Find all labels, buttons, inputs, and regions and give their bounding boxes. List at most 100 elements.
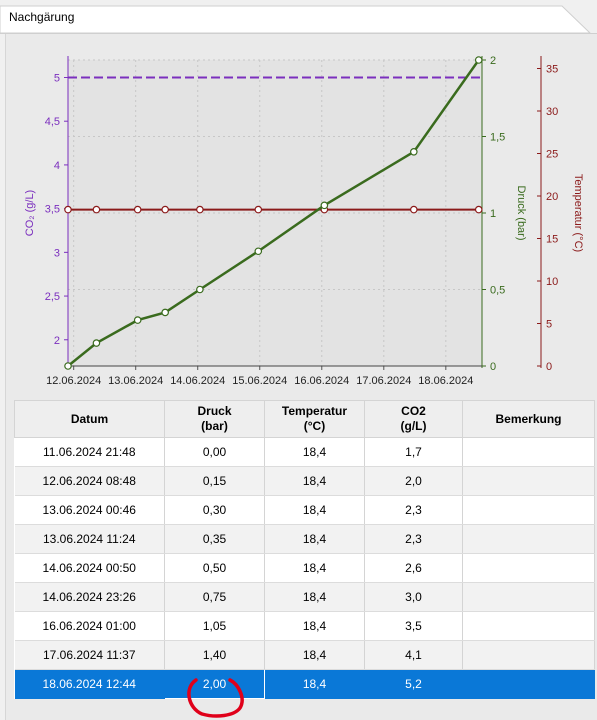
- red-circle-annotation: [187, 678, 244, 718]
- cell-temp[interactable]: 18,4: [264, 553, 365, 583]
- temperatur-tick-label: 5: [546, 319, 552, 331]
- cell-date[interactable]: 14.06.2024 00:50: [14, 553, 165, 583]
- co2-tick-label: 2,5: [45, 291, 60, 303]
- cell-druck[interactable]: 0,00: [164, 437, 265, 467]
- cell-temp[interactable]: 18,4: [264, 524, 365, 554]
- cell-co2[interactable]: 2,0: [364, 466, 463, 496]
- cell-druck[interactable]: 0,75: [164, 582, 265, 612]
- co2-tick-label: 3,5: [45, 204, 60, 216]
- cell-co2[interactable]: 3,5: [364, 611, 463, 641]
- cell-remark[interactable]: [462, 524, 595, 554]
- cell-remark[interactable]: [462, 553, 595, 583]
- table-row[interactable]: 16.06.2024 01:00 1,05 18,4 3,5: [14, 611, 595, 641]
- temperatur-data-point: [161, 205, 169, 214]
- table-row[interactable]: 17.06.2024 11:37 1,40 18,4 4,1: [14, 640, 595, 670]
- table-row[interactable]: 13.06.2024 00:46 0,30 18,4 2,3: [14, 495, 595, 525]
- header-date-label: Datum: [70, 411, 109, 426]
- druck-tick-label: 0,5: [490, 285, 505, 297]
- cell-co2[interactable]: 1,7: [364, 437, 463, 467]
- table-row[interactable]: 11.06.2024 21:48 0,00 18,4 1,7: [14, 437, 595, 467]
- table-row[interactable]: 18.06.2024 12:44 2,00 18,4 5,2: [14, 669, 595, 699]
- table-row[interactable]: 12.06.2024 08:48 0,15 18,4 2,0: [14, 466, 595, 496]
- cell-druck[interactable]: 1,40: [164, 640, 265, 670]
- cell-druck[interactable]: 0,35: [164, 524, 265, 554]
- co2-axis-title: CO₂ (g/L): [24, 190, 36, 236]
- temperatur-tick-label: 20: [546, 191, 558, 203]
- druck-tick-label: 0: [490, 361, 496, 373]
- temperatur-tick-label: 30: [546, 106, 558, 118]
- druck-data-point: [92, 339, 101, 347]
- druck-tick-label: 2: [490, 55, 496, 67]
- druck-data-point: [161, 308, 169, 317]
- cell-date[interactable]: 18.06.2024 12:44: [14, 669, 165, 699]
- cell-date[interactable]: 12.06.2024 08:48: [14, 466, 165, 496]
- x-tick-label: 17.06.2024: [356, 375, 411, 387]
- measurement-table: Datum Druck (bar) Temperatur (°C) CO2 (g/L)…: [14, 400, 595, 699]
- temperatur-data-point: [133, 205, 142, 214]
- x-tick-label: 18.06.2024: [418, 375, 473, 387]
- x-tick-label: 13.06.2024: [108, 375, 163, 387]
- cell-remark[interactable]: [462, 495, 595, 525]
- column-header-date[interactable]: Datum: [14, 400, 165, 438]
- temperatur-axis-title: Temperatur (°C): [572, 174, 584, 252]
- cell-druck[interactable]: 0,30: [164, 495, 265, 525]
- co2-tick-label: 4: [54, 160, 60, 172]
- cell-remark[interactable]: [462, 640, 595, 670]
- cell-druck[interactable]: 0,15: [164, 466, 265, 496]
- cell-date[interactable]: 13.06.2024 00:46: [14, 495, 165, 525]
- cell-temp[interactable]: 18,4: [264, 582, 365, 612]
- cell-remark[interactable]: [462, 437, 595, 467]
- cell-date[interactable]: 14.06.2024 23:26: [14, 582, 165, 612]
- cell-druck[interactable]: 2,00: [164, 669, 265, 699]
- header-remark-label: Bemerkung: [495, 411, 562, 426]
- cell-remark[interactable]: [462, 466, 595, 496]
- cell-date[interactable]: 11.06.2024 21:48: [14, 437, 165, 467]
- co2-tick-label: 4,5: [45, 116, 60, 128]
- column-header-remark[interactable]: Bemerkung: [462, 400, 595, 438]
- druck-data-point: [474, 56, 483, 64]
- table-header-row: Datum Druck (bar) Temperatur (°C) CO2 (g/L)…: [14, 400, 595, 438]
- cell-remark[interactable]: [462, 611, 595, 641]
- cell-co2[interactable]: 4,1: [364, 640, 463, 670]
- druck-data-point: [254, 247, 263, 256]
- tab-shape[interactable]: [0, 0, 597, 34]
- druck-data-point: [196, 285, 204, 294]
- cell-date[interactable]: 16.06.2024 01:00: [14, 611, 165, 641]
- temperatur-tick-label: 35: [546, 64, 558, 76]
- tab-nachgaerung[interactable]: Nachgärung: [9, 10, 75, 24]
- cell-temp[interactable]: 18,4: [264, 640, 365, 670]
- co2-tick-label: 5: [54, 72, 60, 84]
- temperatur-data-point: [254, 205, 263, 214]
- cell-co2[interactable]: 2,6: [364, 553, 463, 583]
- cell-temp[interactable]: 18,4: [264, 437, 365, 467]
- cell-date[interactable]: 17.06.2024 11:37: [14, 640, 165, 670]
- cell-co2[interactable]: 2,3: [364, 495, 463, 525]
- temperatur-data-point: [64, 205, 72, 214]
- druck-tick-label: 1,5: [490, 132, 505, 144]
- cell-remark[interactable]: [462, 582, 595, 612]
- cell-temp[interactable]: 18,4: [264, 669, 365, 699]
- x-tick-label: 16.06.2024: [294, 375, 349, 387]
- table-row[interactable]: 14.06.2024 00:50 0,50 18,4 2,6: [14, 553, 595, 583]
- cell-date[interactable]: 13.06.2024 11:24: [14, 524, 165, 554]
- cell-druck[interactable]: 0,50: [164, 553, 265, 583]
- cell-temp[interactable]: 18,4: [264, 611, 365, 641]
- fermentation-chart: 12.06.2024 13.06.2024 14.06.2024 15.06.2024…: [24, 55, 584, 387]
- cell-remark[interactable]: [462, 669, 595, 699]
- cell-co2[interactable]: 5,2: [364, 669, 463, 699]
- cell-co2[interactable]: 3,0: [364, 582, 463, 612]
- temperatur-tick-label: 10: [546, 276, 558, 288]
- table-row[interactable]: 14.06.2024 23:26 0,75 18,4 3,0: [14, 582, 595, 612]
- header-druck-unit: (bar): [201, 419, 228, 433]
- cell-co2[interactable]: 2,3: [364, 524, 463, 554]
- column-header-druck[interactable]: Druck (bar): [164, 400, 265, 438]
- cell-druck[interactable]: 1,05: [164, 611, 265, 641]
- column-header-temperatur[interactable]: Temperatur (°C): [264, 400, 365, 438]
- tab-strip: Nachgärung: [0, 0, 597, 34]
- temperatur-tick-label: 15: [546, 234, 558, 246]
- cell-temp[interactable]: 18,4: [264, 495, 365, 525]
- table-row[interactable]: 13.06.2024 11:24 0,35 18,4 2,3: [14, 524, 595, 554]
- cell-temp[interactable]: 18,4: [264, 466, 365, 496]
- temperatur-data-point: [196, 205, 204, 214]
- column-header-co2[interactable]: CO2 (g/L): [364, 400, 463, 438]
